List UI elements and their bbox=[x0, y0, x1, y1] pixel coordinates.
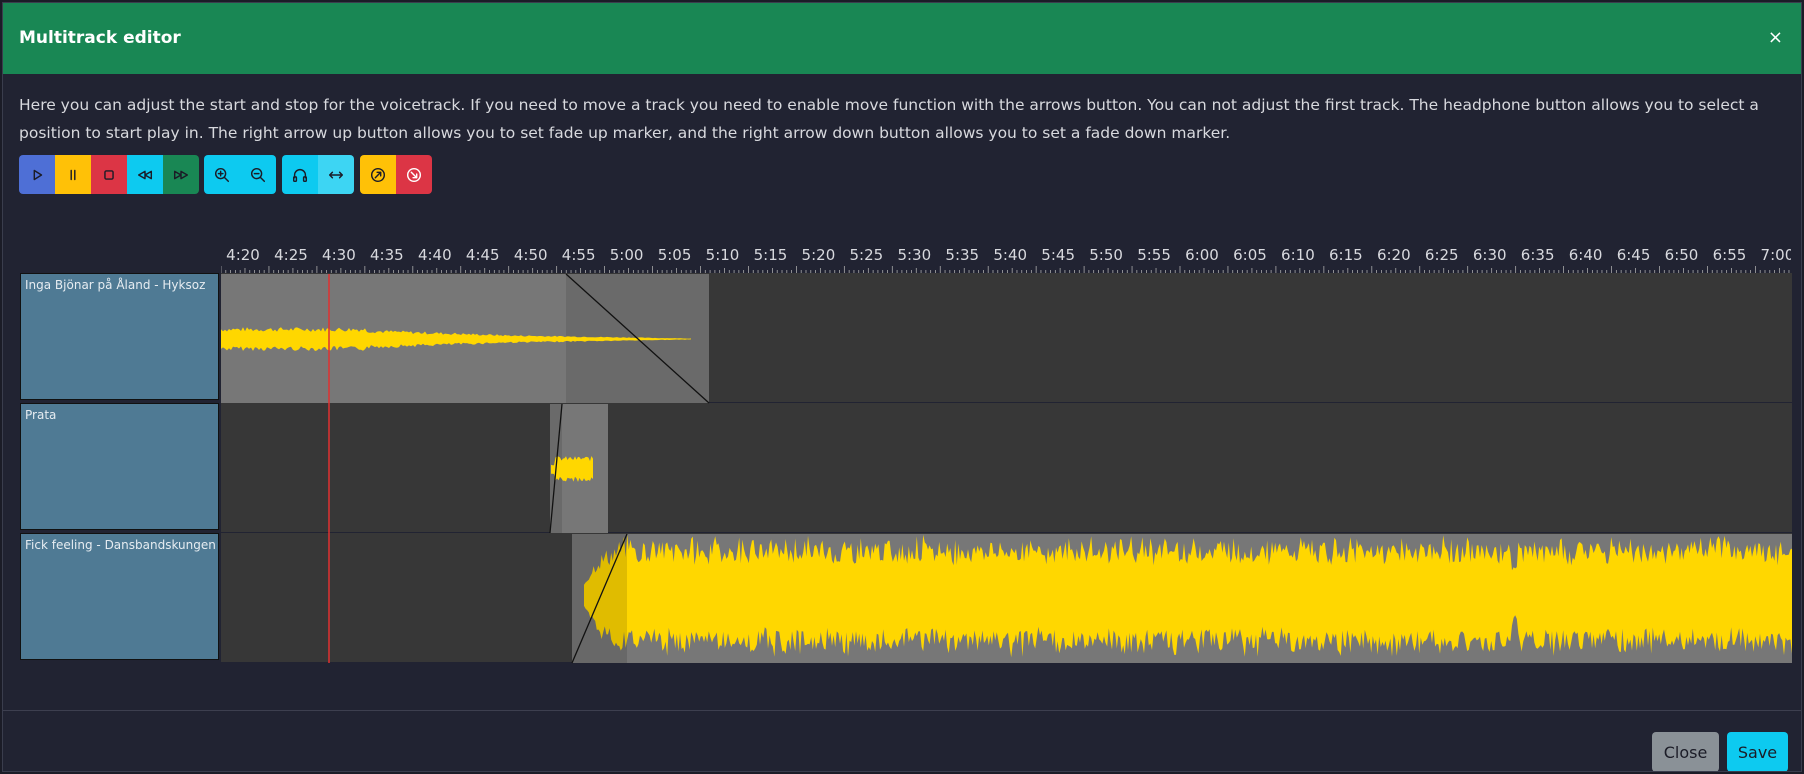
ruler-label: 5:15 bbox=[754, 246, 788, 264]
ruler-label: 4:55 bbox=[562, 246, 596, 264]
ruler-label: 6:45 bbox=[1617, 246, 1651, 264]
ruler-label: 6:40 bbox=[1569, 246, 1603, 264]
ruler-label: 5:50 bbox=[1089, 246, 1123, 264]
ruler-label: 5:10 bbox=[706, 246, 740, 264]
track-lane-2[interactable] bbox=[221, 403, 1792, 532]
fade-up-button[interactable] bbox=[360, 155, 396, 194]
ruler-label: 5:25 bbox=[850, 246, 884, 264]
zoom-button-group bbox=[204, 155, 276, 194]
footer-divider bbox=[3, 710, 1801, 711]
ruler-label: 5:45 bbox=[1041, 246, 1075, 264]
timeline-ruler[interactable]: 4:20 4:25 4:30 4:35 4:40 4:45 4:50 4:55 5:00 5:05… bbox=[221, 241, 1791, 273]
ruler-label: 4:25 bbox=[274, 246, 308, 264]
play-icon bbox=[28, 166, 46, 184]
zoom-in-button[interactable] bbox=[204, 155, 240, 194]
close-button[interactable]: Close bbox=[1652, 732, 1719, 771]
ruler-label: 4:40 bbox=[418, 246, 452, 264]
headphones-button[interactable] bbox=[282, 155, 318, 194]
track-name: Inga Bjönar på Åland - Hyksoz bbox=[25, 278, 206, 292]
fade-up-icon bbox=[369, 166, 387, 184]
ruler-label: 5:05 bbox=[658, 246, 692, 264]
fast-forward-button[interactable] bbox=[163, 155, 199, 194]
zoom-in-icon bbox=[213, 166, 231, 184]
ruler-label: 5:55 bbox=[1137, 246, 1171, 264]
zoom-out-icon bbox=[249, 166, 267, 184]
waveform-track-3 bbox=[584, 534, 1792, 658]
ruler-label: 4:50 bbox=[514, 246, 548, 264]
fade-up-line-track-3[interactable] bbox=[571, 533, 628, 664]
ruler-label: 6:15 bbox=[1329, 246, 1363, 264]
fade-down-icon bbox=[405, 166, 423, 184]
waveform-track-1 bbox=[221, 327, 691, 351]
move-arrows-button[interactable] bbox=[318, 155, 354, 194]
waveform-track-2 bbox=[551, 456, 593, 482]
ruler-label: 6:30 bbox=[1473, 246, 1507, 264]
rewind-button[interactable] bbox=[127, 155, 163, 194]
fade-up-line-track-2[interactable] bbox=[549, 403, 563, 534]
ruler-label: 6:10 bbox=[1281, 246, 1315, 264]
modal-title: Multitrack editor bbox=[19, 28, 181, 48]
fade-button-group bbox=[360, 155, 432, 194]
ruler-label: 4:20 bbox=[226, 246, 260, 264]
track-label-3[interactable]: Fick feeling - Dansbandskungen bbox=[20, 533, 219, 660]
ruler-label: 4:45 bbox=[466, 246, 500, 264]
ruler-ticks: 4:20 4:25 4:30 4:35 4:40 4:45 4:50 4:55 5:00 5:05… bbox=[221, 246, 1791, 273]
modal-header: Multitrack editor × bbox=[3, 3, 1801, 74]
rewind-icon bbox=[136, 166, 154, 184]
play-button[interactable] bbox=[19, 155, 55, 194]
ruler-label: 5:40 bbox=[993, 246, 1027, 264]
fade-down-button[interactable] bbox=[396, 155, 432, 194]
pause-icon bbox=[64, 166, 82, 184]
instructions-text: Here you can adjust the start and stop f… bbox=[19, 96, 1759, 142]
ruler-label: 6:25 bbox=[1425, 246, 1459, 264]
zoom-out-button[interactable] bbox=[240, 155, 276, 194]
save-button[interactable]: Save bbox=[1727, 732, 1788, 771]
ruler-label: 6:00 bbox=[1185, 246, 1219, 264]
stop-button[interactable] bbox=[91, 155, 127, 194]
pause-button[interactable] bbox=[55, 155, 91, 194]
ruler-label: 5:00 bbox=[610, 246, 644, 264]
stop-icon bbox=[100, 166, 118, 184]
fast-forward-icon bbox=[172, 166, 190, 184]
ruler-label: 6:20 bbox=[1377, 246, 1411, 264]
ruler-label: 5:35 bbox=[945, 246, 979, 264]
track-name: Prata bbox=[25, 408, 57, 422]
ruler-label: 5:30 bbox=[897, 246, 931, 264]
transport-button-group bbox=[19, 155, 199, 194]
track-name: Fick feeling - Dansbandskungen bbox=[25, 538, 216, 552]
track-label-1[interactable]: Inga Bjönar på Åland - Hyksoz bbox=[20, 273, 219, 400]
track-label-2[interactable]: Prata bbox=[20, 403, 219, 530]
ruler-label: 6:35 bbox=[1521, 246, 1555, 264]
ruler-label: 6:55 bbox=[1713, 246, 1747, 264]
ruler-label: 6:50 bbox=[1665, 246, 1699, 264]
move-arrows-icon bbox=[327, 166, 345, 184]
ruler-label: 4:35 bbox=[370, 246, 404, 264]
headphones-icon bbox=[291, 166, 309, 184]
ruler-label: 4:30 bbox=[322, 246, 356, 264]
ruler-label: 7:00 bbox=[1761, 246, 1791, 264]
ruler-label: 5:20 bbox=[802, 246, 836, 264]
waveform-canvas[interactable] bbox=[221, 274, 1792, 664]
ruler-label: 6:05 bbox=[1233, 246, 1267, 264]
close-icon[interactable]: × bbox=[1767, 27, 1783, 48]
mode-button-group bbox=[282, 155, 354, 194]
fade-down-line-track-1[interactable] bbox=[565, 274, 710, 404]
